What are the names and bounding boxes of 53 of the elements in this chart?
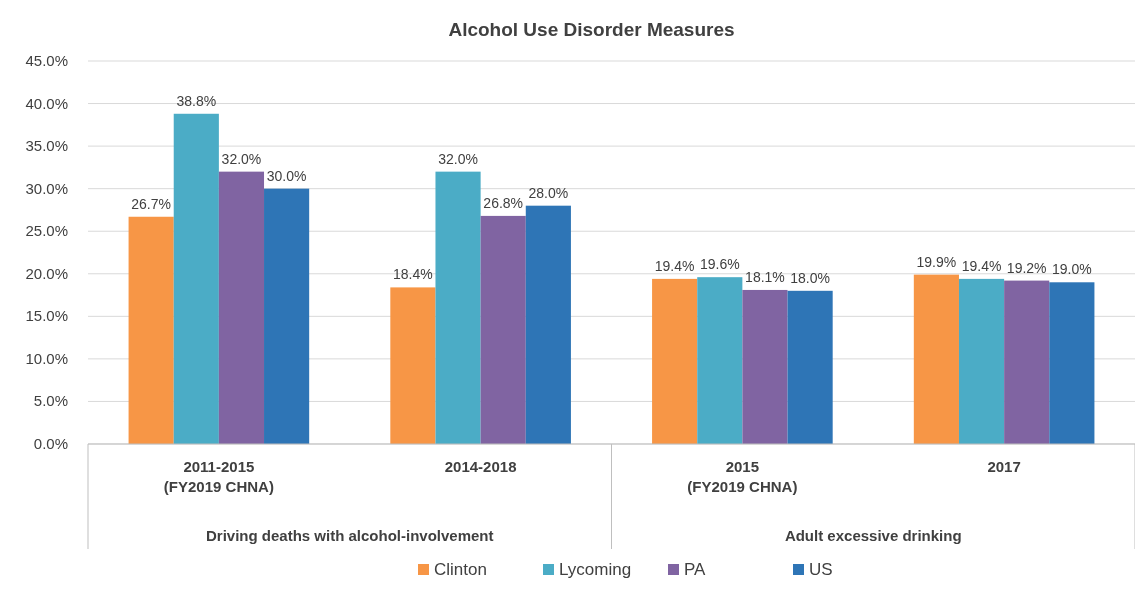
data-label: 30.0%	[266, 167, 307, 184]
x-tick-label: 2017	[987, 458, 1021, 475]
y-tick-label: 35.0%	[25, 137, 68, 155]
bar	[173, 113, 219, 444]
bar	[697, 277, 743, 444]
data-label: 19.2%	[1006, 259, 1047, 276]
data-label: 26.8%	[483, 194, 524, 211]
y-tick-label: 30.0%	[25, 179, 68, 197]
legend-label: Lycoming	[559, 560, 632, 579]
data-label: 26.7%	[131, 195, 171, 212]
text: Adult excessive drinking	[784, 527, 962, 544]
bar	[652, 278, 698, 444]
bar	[435, 171, 481, 444]
x-tick-label: 2014-2018	[444, 458, 517, 475]
y-tick-label: 5.0%	[33, 392, 68, 410]
y-tick-label: 20.0%	[25, 264, 68, 282]
data-label: 19.4%	[961, 257, 1002, 274]
bar	[218, 171, 265, 444]
data-label: 19.6%	[699, 256, 740, 273]
y-tick-label: 25.0%	[25, 222, 68, 240]
bar	[480, 215, 526, 444]
bar	[1004, 280, 1050, 444]
bar	[958, 278, 1005, 444]
data-label: 19.9%	[916, 253, 957, 270]
x-tick-label: 2011-2015 (FY2019 CHNA)	[163, 458, 274, 495]
y-tick-label: 40.0%	[25, 94, 68, 112]
y-tick-label: 45.0%	[25, 52, 68, 69]
data-label: 32.0%	[438, 150, 478, 167]
chart-title: Alcohol Use Disorder Measures	[448, 19, 735, 40]
bar	[787, 290, 833, 444]
data-label: 19.4%	[654, 257, 695, 274]
data-label: 18.0%	[790, 269, 830, 286]
x-tick-label: 2015 (FY2019 CHNA)	[687, 458, 798, 495]
data-label: 18.4%	[393, 266, 433, 283]
bar	[390, 287, 436, 444]
legend-label: US	[809, 560, 833, 579]
bar	[913, 274, 959, 444]
bar	[264, 188, 310, 444]
legend-label: PA	[684, 560, 707, 579]
data-label: 32.0%	[221, 150, 262, 167]
data-label: 28.0%	[528, 184, 569, 201]
y-tick-label: 10.0%	[25, 349, 68, 367]
bar	[1049, 282, 1095, 444]
bar	[525, 205, 571, 444]
data-label: 38.8%	[176, 92, 217, 109]
bar	[742, 289, 788, 444]
y-tick-label: 15.0%	[25, 307, 68, 325]
text: Driving deaths with alcohol-involvement	[205, 527, 494, 544]
legend-label: Clinton	[434, 560, 487, 579]
bar	[128, 216, 174, 444]
data-label: 18.1%	[745, 268, 785, 285]
y-tick-label: 0.0%	[33, 435, 68, 452]
data-label: 19.0%	[1052, 261, 1092, 278]
